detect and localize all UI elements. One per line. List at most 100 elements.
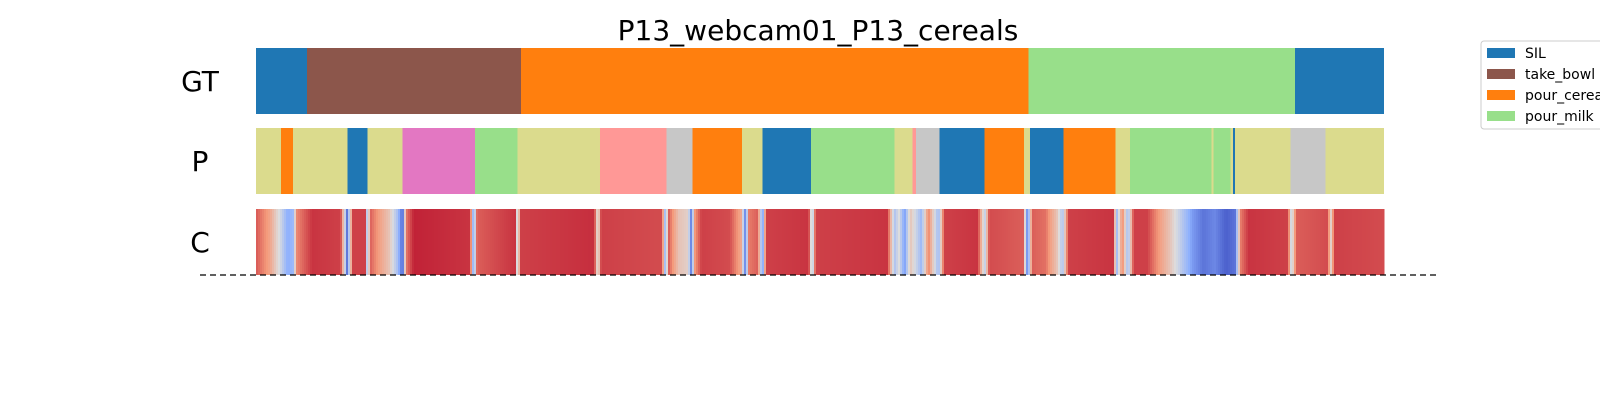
- confidence-cell: [750, 209, 753, 275]
- confidence-cell: [1216, 209, 1219, 275]
- confidence-cell: [468, 209, 471, 275]
- confidence-cell: [480, 209, 483, 275]
- confidence-cell: [524, 209, 527, 275]
- confidence-cell: [1218, 209, 1221, 275]
- confidence-cell: [840, 209, 843, 275]
- confidence-cell: [776, 209, 779, 275]
- confidence-cell: [748, 209, 751, 275]
- confidence-cell: [648, 209, 651, 275]
- segment-p-12: [762, 128, 811, 194]
- confidence-cell: [276, 209, 279, 275]
- confidence-cell: [1142, 209, 1145, 275]
- confidence-cell: [802, 209, 805, 275]
- confidence-cell: [602, 209, 605, 275]
- confidence-cell: [604, 209, 607, 275]
- confidence-cell: [742, 209, 745, 275]
- confidence-cell: [1108, 209, 1111, 275]
- confidence-cell: [1212, 209, 1215, 275]
- confidence-cell: [1198, 209, 1201, 275]
- segment-p-29: [1290, 128, 1326, 194]
- confidence-cell: [1230, 209, 1233, 275]
- confidence-cell: [258, 209, 261, 275]
- confidence-cell: [1354, 209, 1357, 275]
- confidence-cell: [492, 209, 495, 275]
- confidence-cell: [328, 209, 331, 275]
- confidence-cell: [756, 209, 759, 275]
- confidence-cell: [460, 209, 463, 275]
- confidence-cell: [572, 209, 575, 275]
- confidence-cell: [360, 209, 363, 275]
- confidence-cell: [1182, 209, 1185, 275]
- confidence-cell: [1294, 209, 1297, 275]
- confidence-cell: [942, 209, 945, 275]
- confidence-cell: [620, 209, 623, 275]
- confidence-cell: [956, 209, 959, 275]
- confidence-cell: [384, 209, 387, 275]
- confidence-cell: [958, 209, 961, 275]
- confidence-cell: [584, 209, 587, 275]
- confidence-cell: [268, 209, 271, 275]
- confidence-cell: [264, 209, 267, 275]
- confidence-cell: [334, 209, 337, 275]
- confidence-cell: [1096, 209, 1099, 275]
- segment-p-9: [666, 128, 693, 194]
- confidence-cell: [656, 209, 659, 275]
- confidence-cell: [696, 209, 699, 275]
- segment-gt-1: [306, 48, 522, 114]
- confidence-cell: [586, 209, 589, 275]
- confidence-cell: [1352, 209, 1355, 275]
- confidence-cell: [912, 209, 915, 275]
- confidence-cell: [494, 209, 497, 275]
- confidence-cell: [362, 209, 365, 275]
- confidence-cell: [1020, 209, 1023, 275]
- confidence-cell: [886, 209, 889, 275]
- confidence-cell: [1272, 209, 1275, 275]
- confidence-cell: [870, 209, 873, 275]
- confidence-cell: [256, 209, 259, 275]
- confidence-cell: [538, 209, 541, 275]
- confidence-cell: [1276, 209, 1279, 275]
- confidence-cell: [998, 209, 1001, 275]
- confidence-cell: [504, 209, 507, 275]
- confidence-cell: [296, 209, 299, 275]
- confidence-cell: [378, 209, 381, 275]
- confidence-cell: [1320, 209, 1323, 275]
- confidence-cell: [804, 209, 807, 275]
- confidence-cell: [730, 209, 733, 275]
- confidence-cell: [462, 209, 465, 275]
- confidence-cell: [394, 209, 397, 275]
- confidence-cell: [1022, 209, 1025, 275]
- confidence-cell: [514, 209, 517, 275]
- confidence-cell: [1208, 209, 1211, 275]
- confidence-cell: [1066, 209, 1069, 275]
- confidence-cell: [694, 209, 697, 275]
- segment-p-0: [256, 128, 281, 194]
- confidence-cell: [714, 209, 717, 275]
- confidence-cell: [952, 209, 955, 275]
- confidence-cell: [508, 209, 511, 275]
- confidence-cell: [872, 209, 875, 275]
- confidence-cell: [346, 209, 349, 275]
- confidence-cell: [1082, 209, 1085, 275]
- confidence-cell: [1128, 209, 1131, 275]
- confidence-cell: [540, 209, 543, 275]
- confidence-cell: [344, 209, 347, 275]
- confidence-cell: [1214, 209, 1217, 275]
- confidence-cell: [488, 209, 491, 275]
- confidence-cell: [1044, 209, 1047, 275]
- confidence-cell: [520, 209, 523, 275]
- confidence-cell: [1200, 209, 1203, 275]
- confidence-cell: [1072, 209, 1075, 275]
- confidence-cell: [866, 209, 869, 275]
- confidence-cell: [568, 209, 571, 275]
- confidence-cell: [1206, 209, 1209, 275]
- confidence-cell: [774, 209, 777, 275]
- confidence-cell: [990, 209, 993, 275]
- confidence-cell: [920, 209, 923, 275]
- confidence-cell: [1120, 209, 1123, 275]
- confidence-cell: [324, 209, 327, 275]
- confidence-cell: [646, 209, 649, 275]
- confidence-cell: [1168, 209, 1171, 275]
- confidence-cell: [1342, 209, 1345, 275]
- row-c: C: [190, 209, 1385, 275]
